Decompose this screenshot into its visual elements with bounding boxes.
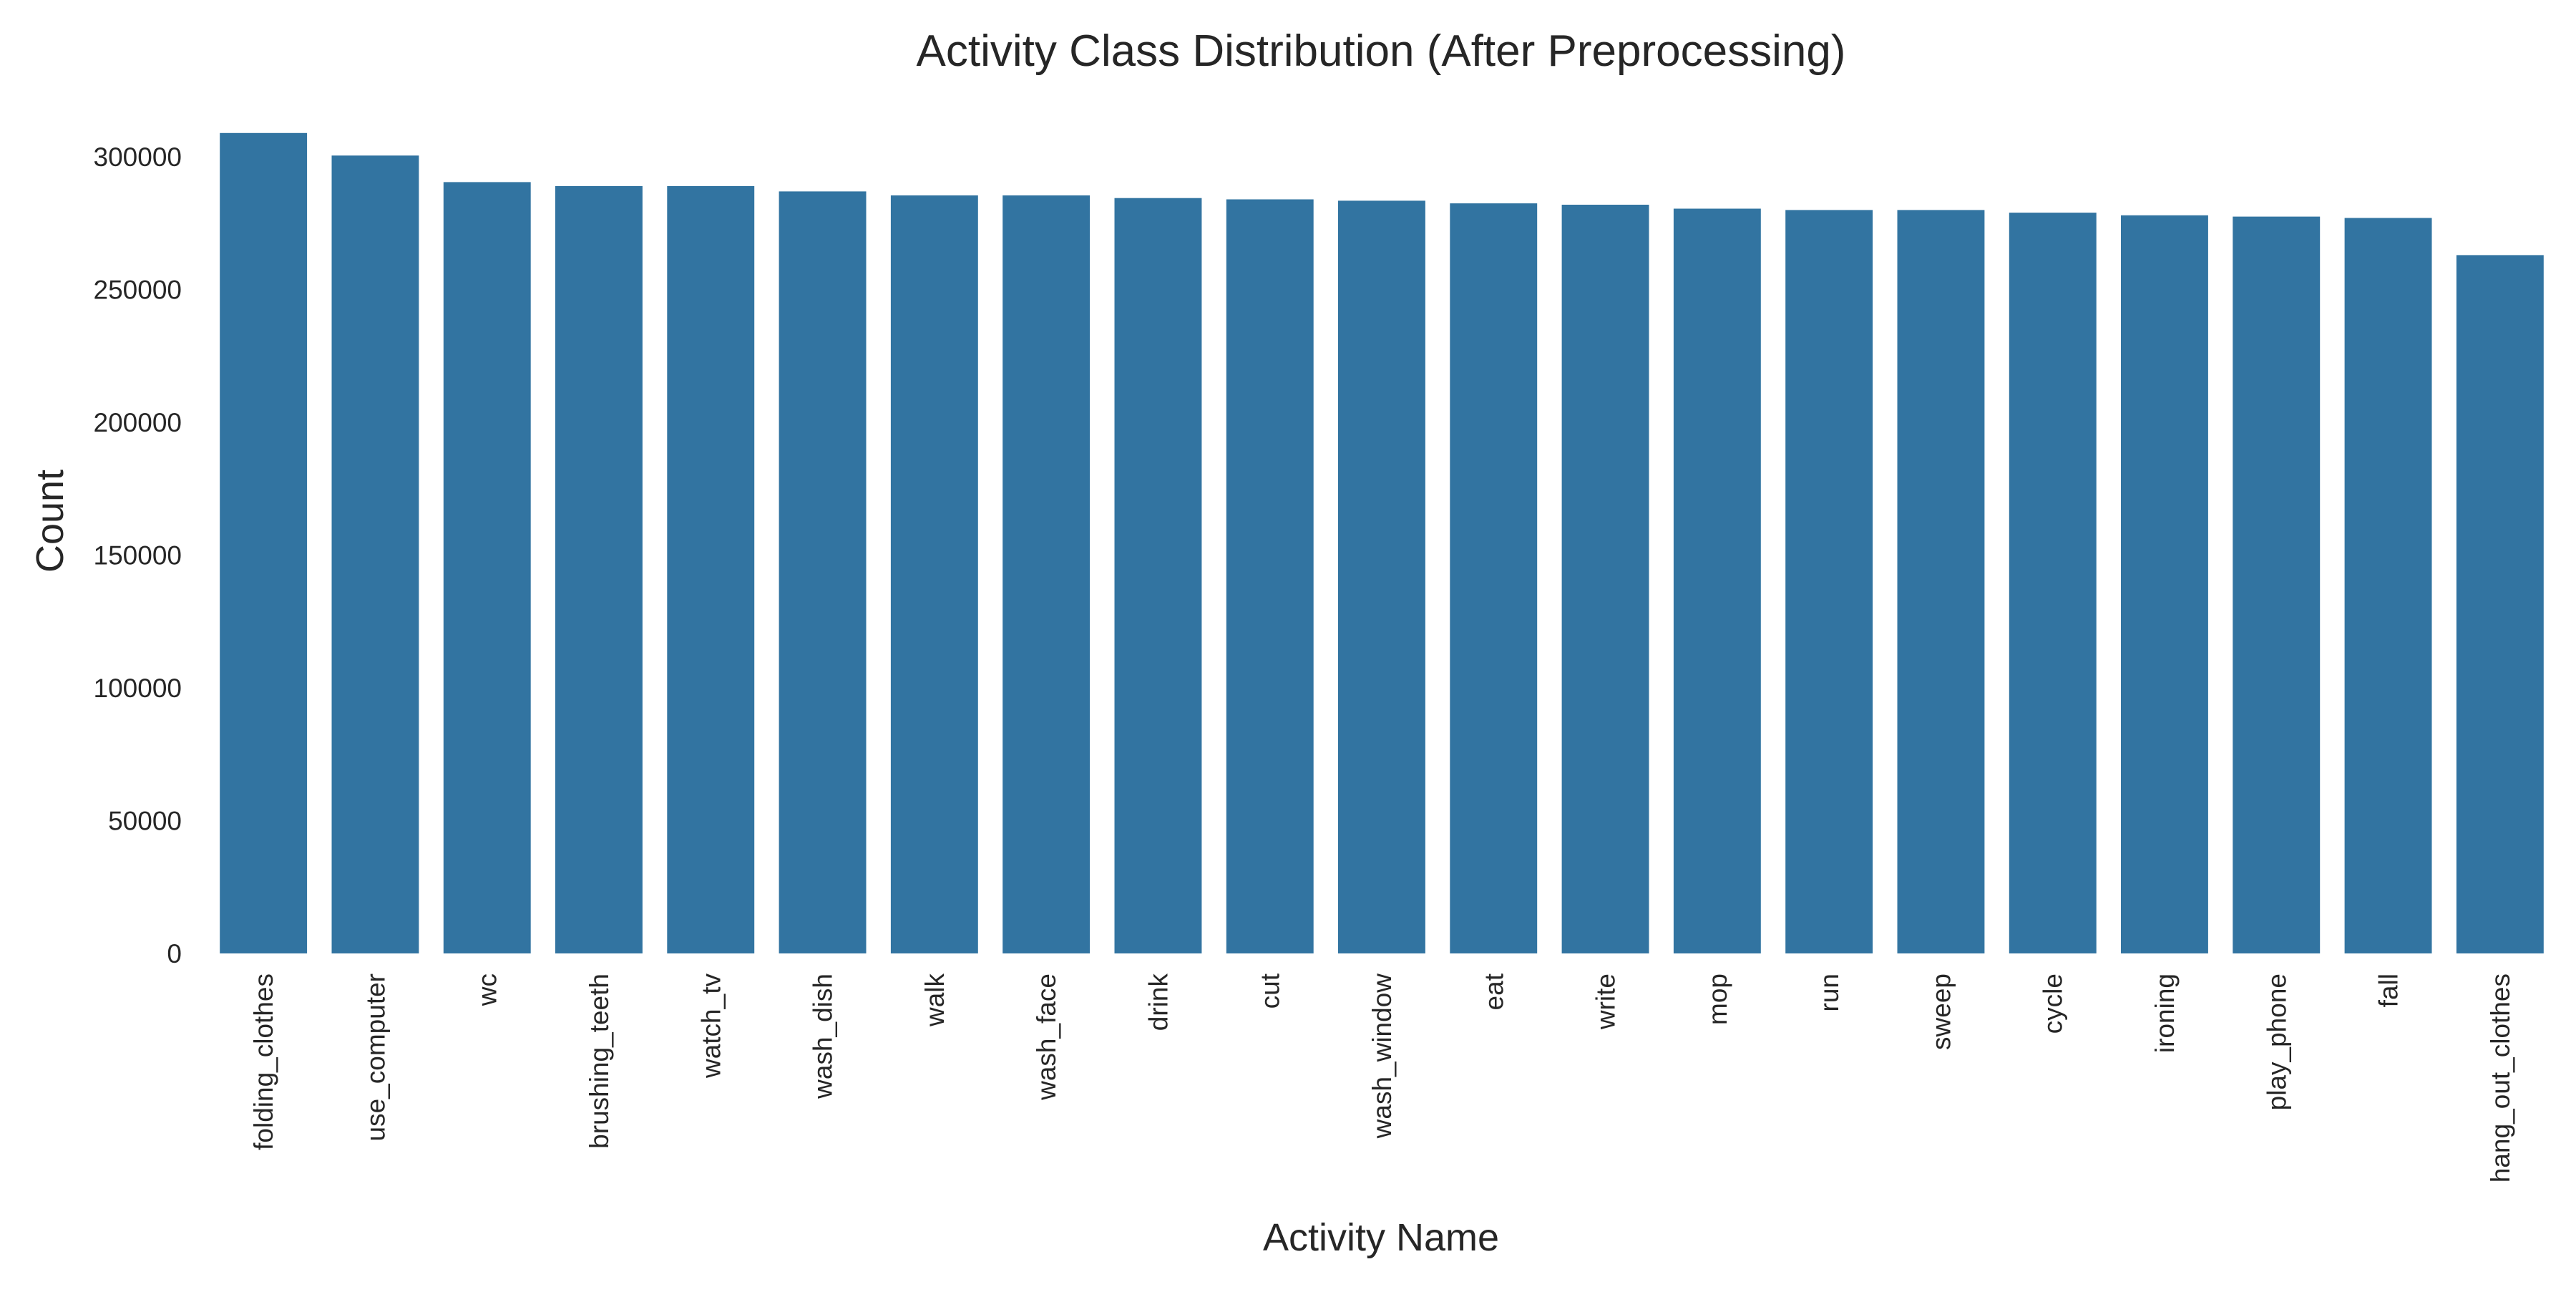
x-tick-label: run <box>1815 973 1844 1011</box>
y-tick-label: 150000 <box>94 541 182 570</box>
x-tick-label: walk <box>920 973 950 1028</box>
y-tick-label: 200000 <box>94 408 182 437</box>
bar-watch-tv <box>667 186 755 953</box>
y-axis-label: Count <box>29 470 72 573</box>
y-tick-label: 100000 <box>94 674 182 703</box>
x-tick-label: wash_face <box>1032 973 1061 1101</box>
bar-hang-out-clothes <box>2456 255 2544 953</box>
y-tick-label: 50000 <box>108 807 182 836</box>
x-tick-label: brushing_teeth <box>585 973 614 1149</box>
x-tick-label: mop <box>1703 973 1732 1025</box>
chart-title: Activity Class Distribution (After Prepr… <box>917 26 1846 76</box>
x-tick-label: folding_clothes <box>249 973 278 1150</box>
y-tick-label: 300000 <box>94 142 182 172</box>
x-tick-label: cycle <box>2039 973 2068 1034</box>
bar-drink <box>1114 198 1202 954</box>
bar-cycle <box>2009 213 2097 954</box>
bar-cut <box>1226 199 1314 953</box>
bar-walk <box>890 195 978 953</box>
x-tick-label: drink <box>1143 973 1173 1031</box>
bar-play-phone <box>2233 216 2321 954</box>
x-tick-label: fall <box>2374 973 2404 1007</box>
bar-ironing <box>2121 215 2208 953</box>
bar-mop <box>1673 208 1761 953</box>
y-tick-labels: 0 50000 100000 150000 200000 250000 300000 <box>94 142 182 968</box>
bar-fall <box>2344 218 2432 953</box>
bars-layer <box>220 132 2544 954</box>
x-tick-label: wash_dish <box>809 973 838 1099</box>
x-tick-label: eat <box>1479 973 1508 1010</box>
x-tick-label: ironing <box>2150 973 2180 1053</box>
bar-run <box>1785 210 1873 953</box>
x-tick-label: wash_window <box>1367 973 1397 1140</box>
x-tick-label: sweep <box>1926 973 1956 1050</box>
bar-wash-face <box>1002 195 1091 953</box>
y-tick-label: 0 <box>167 939 182 968</box>
y-tick-label: 250000 <box>94 276 182 305</box>
bar-sweep <box>1897 210 1985 953</box>
bar-wc <box>443 182 531 953</box>
x-tick-label: use_computer <box>361 973 390 1141</box>
bar-wash-window <box>1338 200 1425 953</box>
x-tick-label: watch_tv <box>696 973 726 1079</box>
x-axis-label: Activity Name <box>1263 1216 1499 1259</box>
bar-folding-clothes <box>220 132 308 953</box>
x-tick-labels: folding_clothes use_computer wc brushing_te… <box>249 973 2515 1182</box>
x-tick-label: hang_out_clothes <box>2486 973 2515 1182</box>
x-tick-label: wc <box>473 973 502 1006</box>
x-tick-label: cut <box>1256 973 1285 1009</box>
bar-write <box>1561 205 1649 953</box>
bar-wash-dish <box>779 191 867 953</box>
bar-brushing-teeth <box>555 186 643 953</box>
x-tick-label: write <box>1591 973 1621 1030</box>
bar-eat <box>1450 203 1538 954</box>
bar-use-computer <box>331 155 419 953</box>
x-tick-label: play_phone <box>2262 973 2291 1110</box>
